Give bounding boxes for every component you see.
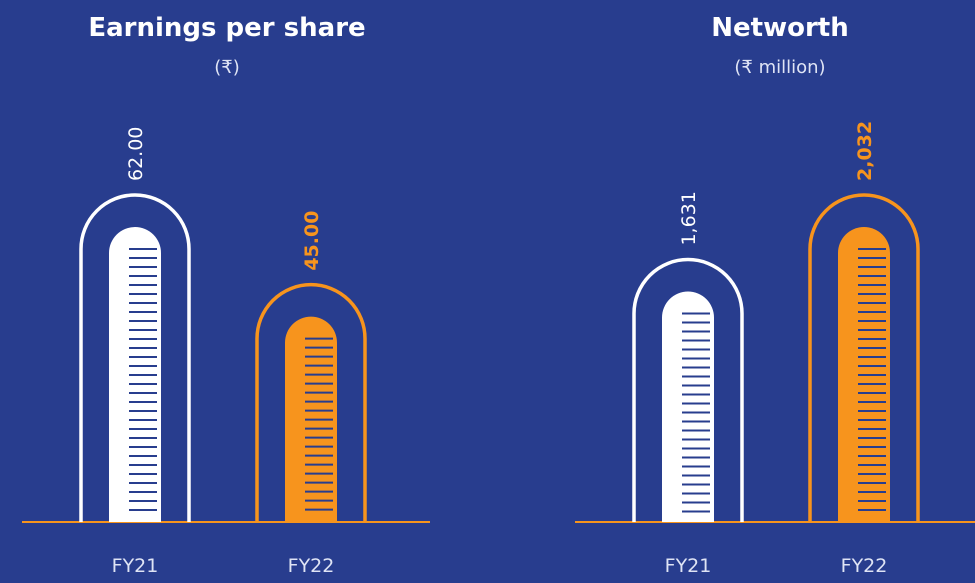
- bar-inner: [662, 291, 714, 522]
- bar: [632, 257, 744, 522]
- chart-title: Networth: [711, 13, 848, 43]
- value-label: 2,032: [854, 121, 876, 181]
- value-label: 45.00: [301, 211, 323, 271]
- chart-subtitle: (₹): [214, 57, 240, 78]
- chart-subtitle: (₹ million): [734, 57, 825, 78]
- x-tick-label: FY22: [288, 555, 335, 577]
- x-tick-label: FY21: [665, 555, 712, 577]
- bar: [79, 193, 191, 522]
- bar: [255, 282, 367, 522]
- bar: [808, 193, 920, 522]
- x-tick-label: FY22: [841, 555, 888, 577]
- chart-title: Earnings per share: [88, 13, 365, 43]
- value-label: 1,631: [678, 191, 700, 245]
- value-label: 62.00: [125, 127, 147, 181]
- x-tick-label: FY21: [112, 555, 159, 577]
